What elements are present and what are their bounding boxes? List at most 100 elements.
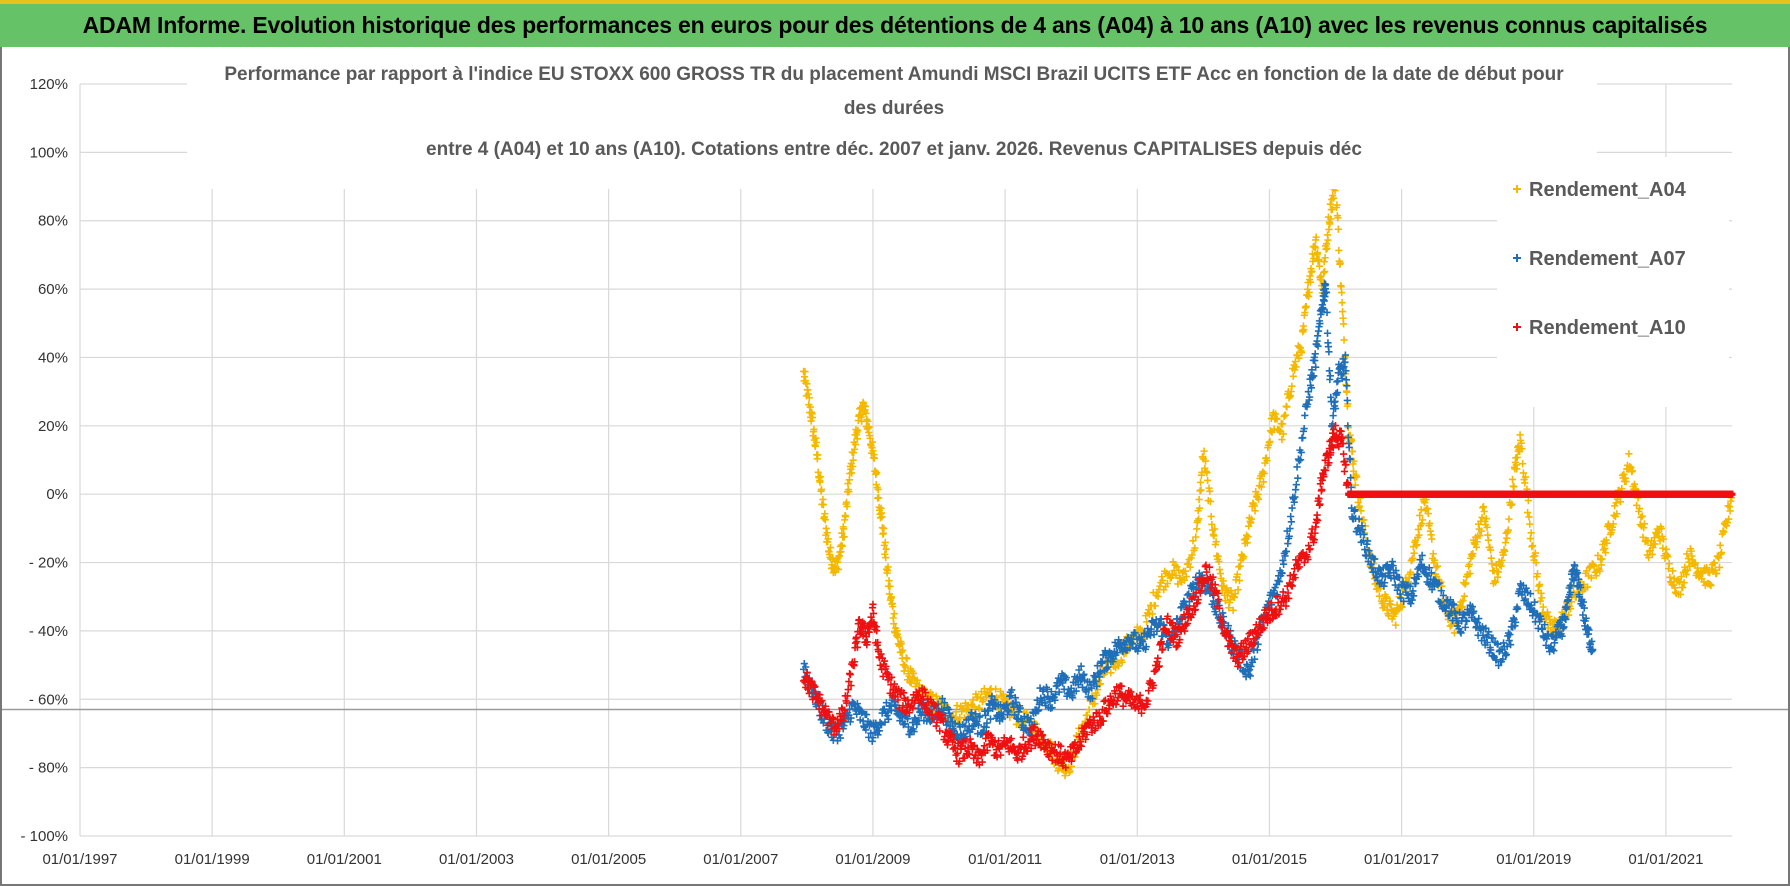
data-point — [1609, 520, 1617, 528]
data-point — [845, 488, 853, 496]
data-point — [1521, 473, 1530, 481]
data-point — [1240, 553, 1248, 561]
data-point — [817, 485, 826, 494]
data-point — [819, 501, 827, 509]
data-point — [1069, 694, 1077, 702]
data-point — [1292, 481, 1300, 489]
data-point — [1186, 563, 1194, 571]
data-point — [942, 721, 951, 729]
data-point — [1093, 691, 1101, 699]
data-point — [1725, 515, 1733, 523]
chart-title-line: entre 4 (A04) et 10 ans (A10). Cotations… — [426, 139, 1362, 160]
data-point — [1348, 447, 1357, 456]
data-point — [1657, 524, 1666, 533]
data-point — [1273, 415, 1281, 423]
data-point — [1518, 445, 1526, 453]
data-point — [1151, 602, 1159, 610]
data-point — [884, 708, 892, 716]
data-point — [851, 440, 860, 449]
data-point — [1601, 549, 1610, 557]
data-point — [1527, 529, 1535, 537]
data-point — [1382, 593, 1391, 601]
data-point — [1669, 567, 1677, 575]
data-point — [801, 368, 809, 376]
data-point — [928, 691, 937, 699]
data-point — [838, 529, 846, 537]
data-point — [875, 494, 883, 502]
data-point — [1182, 572, 1190, 581]
data-point — [1093, 662, 1101, 670]
data-point — [1321, 267, 1329, 276]
data-point — [1410, 549, 1418, 557]
data-point — [1501, 539, 1510, 547]
data-point — [1679, 584, 1687, 592]
data-point — [1524, 508, 1532, 517]
data-point — [1703, 563, 1711, 572]
data-point — [913, 676, 921, 684]
chart-title-line: des durées — [844, 98, 944, 119]
data-point — [1710, 559, 1719, 567]
data-point — [1665, 560, 1673, 568]
data-point — [1168, 570, 1176, 578]
x-tick-label: 01/01/2015 — [1232, 851, 1307, 868]
data-point — [1565, 611, 1573, 619]
data-point — [826, 543, 835, 552]
data-point — [906, 678, 914, 686]
data-point — [1637, 513, 1645, 521]
data-point — [1281, 411, 1290, 419]
data-point — [1543, 608, 1552, 616]
data-point — [854, 426, 862, 435]
data-point — [1477, 527, 1485, 535]
data-point — [1625, 450, 1633, 458]
data-point — [885, 577, 893, 585]
data-point — [1620, 470, 1628, 478]
data-point — [1231, 590, 1239, 598]
data-point — [1177, 575, 1185, 583]
data-point — [876, 514, 885, 522]
data-point — [804, 390, 812, 398]
data-point — [875, 727, 883, 735]
data-point — [1676, 578, 1684, 586]
data-point — [1415, 531, 1423, 539]
data-point — [1426, 519, 1434, 528]
data-point — [1594, 551, 1602, 560]
data-point — [850, 445, 859, 453]
data-point — [1357, 507, 1365, 515]
data-point — [1257, 483, 1266, 491]
data-point — [1234, 586, 1242, 594]
data-point — [1676, 590, 1685, 598]
data-point — [1364, 537, 1372, 545]
data-point — [1325, 348, 1333, 356]
data-point — [903, 655, 911, 663]
data-point — [1085, 706, 1093, 714]
data-point — [1306, 545, 1314, 553]
data-point — [1180, 576, 1189, 584]
data-point — [1612, 499, 1620, 507]
data-point — [803, 380, 811, 388]
data-point — [1344, 422, 1352, 430]
data-point — [1318, 485, 1326, 494]
data-point — [1498, 556, 1506, 565]
data-point — [1207, 512, 1215, 521]
data-point — [881, 538, 889, 547]
data-point — [1659, 544, 1667, 552]
data-point — [1648, 550, 1656, 559]
data-point — [1074, 681, 1082, 689]
data-point — [1131, 629, 1139, 637]
data-point — [1048, 704, 1056, 712]
data-point — [1072, 687, 1080, 695]
data-point — [1461, 623, 1469, 631]
data-point — [1502, 650, 1510, 659]
data-point — [1203, 469, 1211, 477]
data-point — [887, 593, 895, 601]
data-point — [981, 711, 990, 719]
gridlines — [2, 83, 1788, 837]
data-point — [904, 715, 912, 723]
data-point — [1301, 411, 1309, 420]
data-point — [865, 423, 873, 431]
data-point — [1533, 570, 1542, 578]
data-point — [1469, 550, 1477, 558]
data-point — [1460, 592, 1468, 600]
data-point — [992, 685, 1000, 693]
data-point — [976, 704, 984, 712]
